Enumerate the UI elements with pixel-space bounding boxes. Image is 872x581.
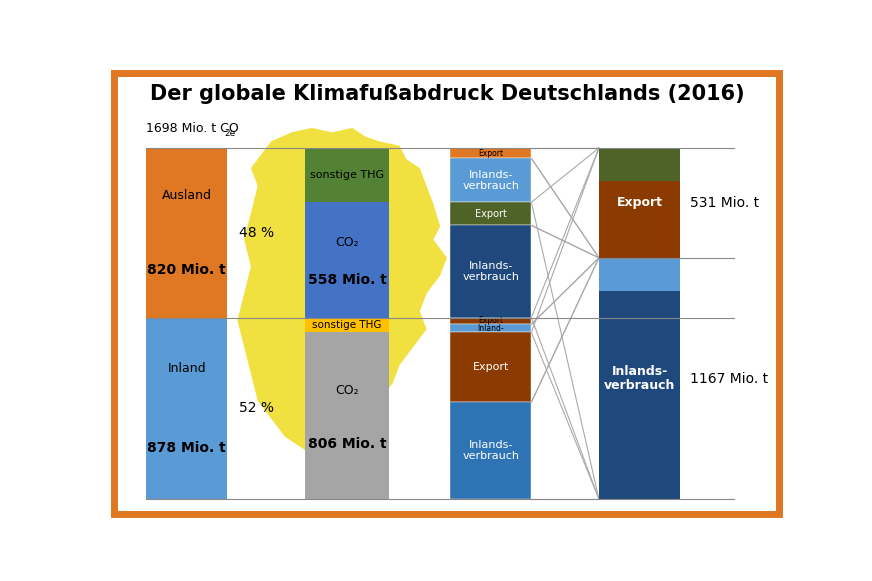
Text: 806 Mio. t: 806 Mio. t xyxy=(308,437,386,451)
Text: Inlands-
verbrauch: Inlands- verbrauch xyxy=(603,365,675,392)
Text: Inland-: Inland- xyxy=(478,324,504,333)
Text: Export: Export xyxy=(478,317,503,325)
Text: Export: Export xyxy=(473,363,509,372)
Text: Ausland: Ausland xyxy=(161,189,212,202)
Bar xyxy=(305,148,390,202)
Bar xyxy=(305,202,390,318)
Bar xyxy=(450,318,531,324)
Text: 558 Mio. t: 558 Mio. t xyxy=(308,272,386,286)
Bar xyxy=(305,332,390,499)
Text: Inlands-
verbrauch: Inlands- verbrauch xyxy=(462,170,520,191)
Text: Export: Export xyxy=(617,196,663,209)
Bar xyxy=(599,258,680,291)
Bar xyxy=(450,332,531,402)
Bar xyxy=(599,291,680,499)
Polygon shape xyxy=(237,128,446,454)
Bar xyxy=(450,159,531,202)
Bar xyxy=(146,318,228,499)
Text: 820 Mio. t: 820 Mio. t xyxy=(147,263,226,277)
Bar xyxy=(450,148,531,159)
Text: Der globale Klimafußabdruck Deutschlands (2016): Der globale Klimafußabdruck Deutschlands… xyxy=(150,84,744,105)
Text: CO₂: CO₂ xyxy=(336,385,359,397)
Bar xyxy=(599,148,680,181)
Bar xyxy=(450,225,531,318)
Bar xyxy=(146,148,228,318)
Text: 1698 Mio. t CO: 1698 Mio. t CO xyxy=(146,121,239,135)
Bar xyxy=(450,202,531,225)
Text: 52 %: 52 % xyxy=(240,401,275,415)
Text: 1167 Mio. t: 1167 Mio. t xyxy=(691,371,768,386)
Text: 2e: 2e xyxy=(224,129,235,138)
Bar xyxy=(450,402,531,499)
Text: Export: Export xyxy=(475,209,507,219)
Bar xyxy=(305,318,390,332)
Text: Inland: Inland xyxy=(167,362,206,375)
Text: Inlands-
verbrauch: Inlands- verbrauch xyxy=(462,440,520,461)
Text: 878 Mio. t: 878 Mio. t xyxy=(147,442,226,456)
Text: sonstige THG: sonstige THG xyxy=(310,170,385,180)
Bar xyxy=(450,324,531,332)
Text: 531 Mio. t: 531 Mio. t xyxy=(691,196,760,210)
Text: sonstige THG: sonstige THG xyxy=(312,320,382,330)
Text: 48 %: 48 % xyxy=(240,226,275,240)
Text: Inlands-
verbrauch: Inlands- verbrauch xyxy=(462,261,520,282)
Text: CO₂: CO₂ xyxy=(336,236,359,249)
Bar xyxy=(599,181,680,258)
Text: Export: Export xyxy=(478,149,503,157)
